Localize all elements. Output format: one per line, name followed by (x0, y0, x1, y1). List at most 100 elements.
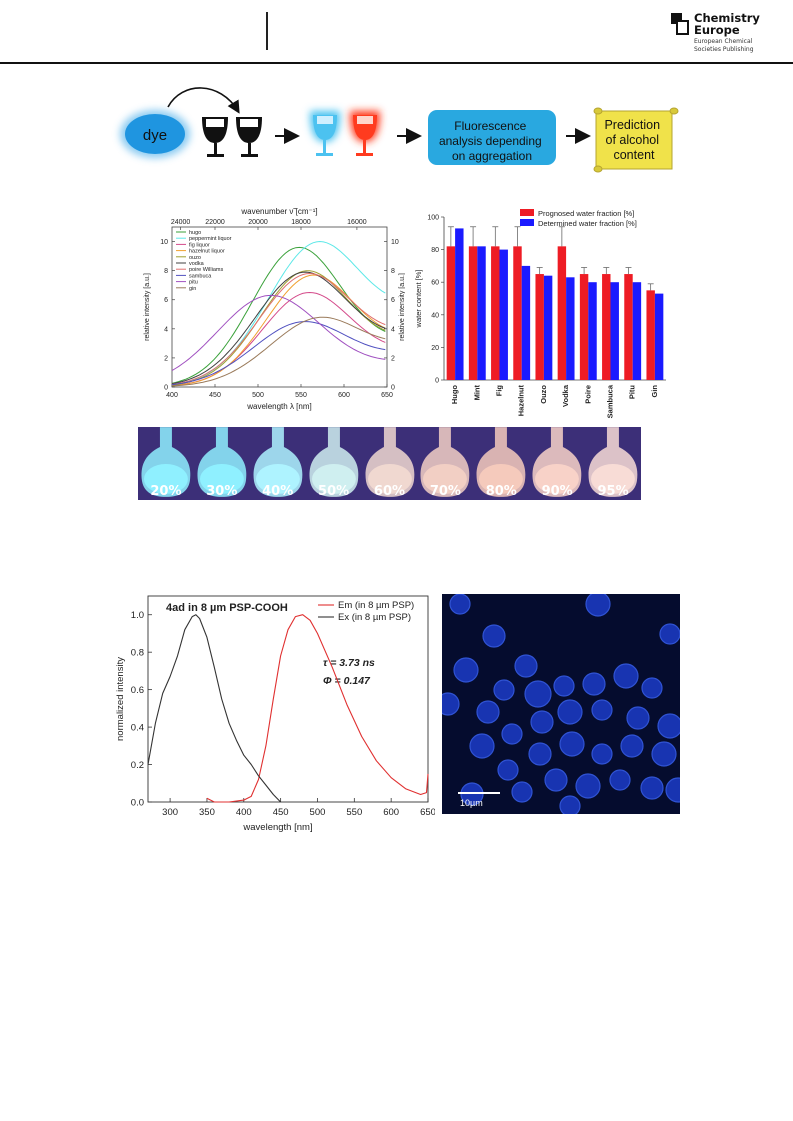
y-tick-label: 0 (164, 385, 168, 392)
y2-tick-label: 8 (391, 268, 395, 275)
flask-icon (420, 427, 470, 497)
microsphere (460, 782, 484, 806)
x-tick-label: 600 (383, 807, 399, 818)
series-line-gin (171, 316, 386, 387)
bar-determined (455, 228, 464, 380)
legend-label: poire Williams (189, 267, 223, 273)
bar-prognosed (446, 246, 456, 380)
category-label: Mint (472, 385, 481, 401)
fluorescence-text: Fluorescence analysis depending on aggre… (439, 119, 545, 163)
y-tick-label: 60 (431, 280, 439, 287)
concentration-label: 95% (597, 484, 629, 499)
legend-label: hazelnut liquor (189, 249, 225, 255)
bar-determined (566, 277, 575, 380)
flask-photo (194, 427, 250, 500)
publisher-line1: Chemistry (694, 11, 760, 25)
legend-label: fig liquor (189, 242, 210, 248)
y-tick-label: 1.0 (131, 610, 144, 621)
y-tick-label: 0.4 (131, 723, 144, 734)
y-axis-label: water content [%] (414, 270, 423, 329)
bar-determined (521, 265, 531, 380)
microsphere (609, 769, 631, 791)
bar-determined (543, 275, 553, 380)
excitation-line (147, 614, 281, 803)
concentration-label: 30% (206, 484, 238, 499)
microsphere (591, 699, 613, 721)
concentration-label: 70% (429, 484, 461, 499)
blue-glowing-glass-icon (310, 111, 340, 156)
dye-label: dye (143, 127, 167, 144)
x-tick-label: 550 (295, 392, 307, 399)
flask-icon (532, 427, 582, 497)
scroll-icon (593, 107, 679, 173)
scale-bar-label: 10µm (460, 798, 483, 808)
publisher-sub2: Societies Publishing (694, 45, 754, 53)
graphical-abstract: dye Fluorescence analysis depending on (120, 87, 679, 173)
y-tick-label: 0.0 (131, 798, 144, 809)
flask-photo (362, 427, 418, 500)
bar-determined (477, 246, 486, 380)
y-axis-label: normalized intensity (115, 657, 126, 741)
x-axis-label: wavelength λ [nm] (246, 402, 311, 411)
microsphere (582, 672, 606, 696)
category-label: Pitu (628, 385, 637, 400)
flask-icon (588, 427, 638, 497)
fluorescence-micrograph (442, 594, 680, 814)
category-label: Poire (583, 385, 592, 404)
publisher-line2: Europe (694, 23, 740, 37)
bar-determined (610, 282, 619, 380)
microsphere (613, 663, 639, 689)
y-tick-label: 0 (435, 378, 439, 385)
flask-photo-strip: 20% 30% 40% 50% 60% 70% 80% 90% 95% (138, 427, 641, 500)
flask-icon (253, 427, 303, 497)
plot-frame (147, 595, 429, 803)
x-tick-label: 650 (381, 392, 393, 399)
flask-icon (476, 427, 526, 497)
dye-ellipse (125, 114, 185, 154)
microsphere (511, 781, 533, 803)
publisher-subtitle: European Chemical Societies Publishing (694, 38, 774, 53)
category-label: Ouzo (539, 385, 548, 404)
x-tick-label: 400 (236, 807, 252, 818)
microsphere (665, 777, 680, 803)
flask-photo (529, 427, 585, 500)
microsphere (530, 710, 554, 734)
flask-photo (585, 427, 641, 500)
y-tick-label: 2 (164, 355, 168, 362)
microsphere (585, 594, 611, 617)
legend-label: sambuca (189, 273, 212, 279)
x-tick-label: 350 (199, 807, 215, 818)
x-tick-label: 500 (252, 392, 264, 399)
black-wine-glass-icon (202, 117, 228, 157)
flask-icon (197, 427, 247, 497)
quantum-yield-annotation: Φ = 0.147 (323, 675, 371, 687)
scale-bar (458, 792, 500, 794)
y-tick-label: 6 (164, 297, 168, 304)
y-tick-label: 0.6 (131, 685, 144, 696)
top-tick-label: 16000 (347, 219, 367, 226)
bar-prognosed (624, 274, 633, 380)
flask-icon (309, 427, 359, 497)
concentration-label: 50% (318, 484, 350, 499)
series-line-pitu (171, 294, 386, 372)
legend-label: peppermint liquor (189, 236, 232, 242)
legend-label: hugo (189, 230, 201, 236)
bar-prognosed (602, 274, 611, 380)
black-wine-glass-icon (236, 117, 262, 157)
x-axis-label: wavelength [nm] (242, 822, 312, 833)
fluorescence-box (428, 110, 556, 165)
emission-line (206, 614, 429, 803)
flask-icon (365, 427, 414, 497)
prediction-text: Prediction of alcohol content (604, 118, 663, 162)
y-tick-label: 10 (160, 239, 168, 246)
micrograph-particles (442, 594, 680, 814)
bar-prognosed (513, 246, 522, 380)
y2-tick-label: 10 (391, 239, 399, 246)
microsphere (659, 623, 680, 645)
category-label: Hugo (450, 385, 459, 405)
concentration-label: 90% (541, 484, 573, 499)
y2-tick-label: 0 (391, 385, 395, 392)
red-glowing-glass-icon (350, 111, 380, 156)
y-tick-label: 0.2 (131, 760, 144, 771)
